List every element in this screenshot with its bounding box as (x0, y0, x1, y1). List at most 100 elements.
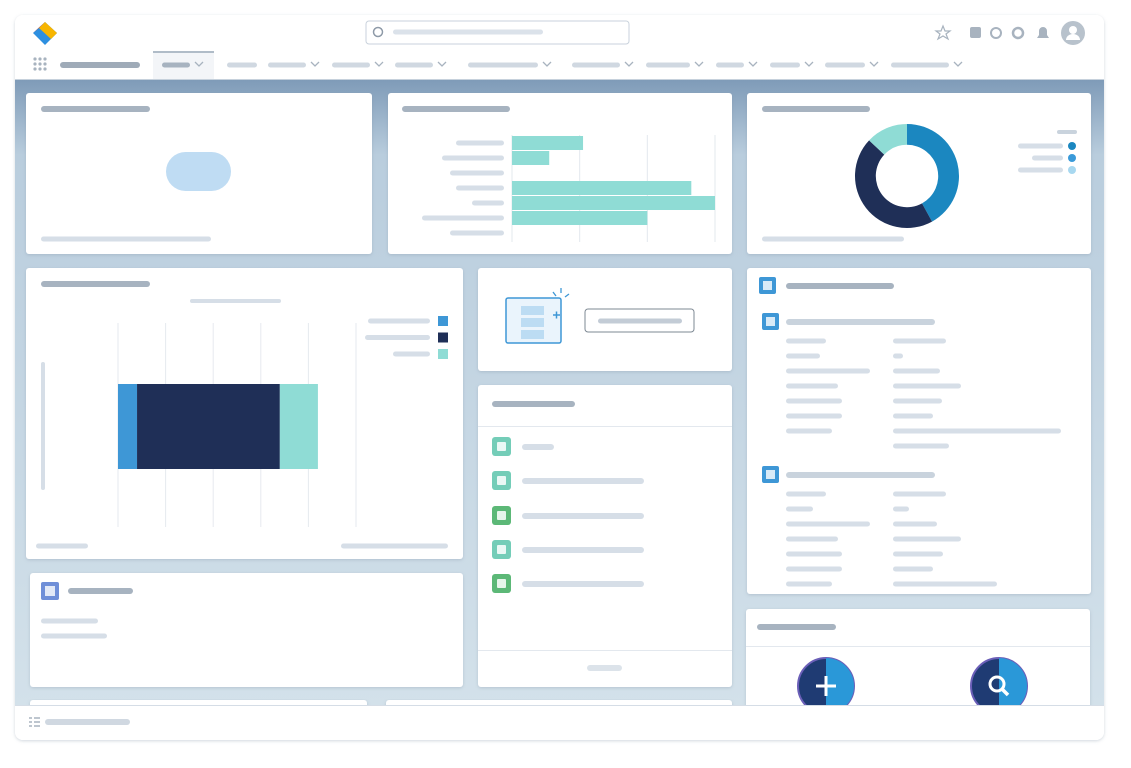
legend-dot (1068, 154, 1076, 162)
bar-segment (118, 384, 138, 469)
tab-chevron[interactable] (374, 61, 384, 67)
legend-swatch (438, 332, 448, 343)
text-placeholder (786, 506, 813, 512)
notifications-icon[interactable] (1037, 27, 1049, 38)
text-placeholder (786, 338, 826, 344)
text-placeholder (716, 62, 744, 68)
tab-chevron[interactable] (194, 61, 204, 67)
text-placeholder (646, 62, 690, 68)
text-placeholder (36, 543, 88, 549)
tab-chevron[interactable] (804, 61, 814, 67)
bar (512, 211, 648, 225)
legend-dot (1068, 142, 1076, 150)
tab-chevron[interactable] (953, 61, 963, 67)
donut-segment (907, 124, 960, 222)
text-placeholder (450, 230, 504, 236)
record-icon-glyph (497, 442, 506, 451)
text-placeholder (786, 581, 832, 587)
text-placeholder (786, 283, 894, 289)
illustration-spark (552, 288, 570, 298)
text-placeholder (522, 581, 644, 587)
text-placeholder (893, 428, 1061, 434)
text-placeholder (893, 536, 961, 542)
bar-segment (279, 384, 318, 469)
text-placeholder (786, 398, 842, 404)
record-icon-glyph (497, 476, 506, 485)
legend-dot (1068, 166, 1076, 174)
text-placeholder (587, 665, 622, 671)
record-icon-glyph (497, 545, 506, 554)
logo-part (33, 33, 45, 45)
tab-chevron[interactable] (694, 61, 704, 67)
text-placeholder (893, 491, 946, 497)
action-button-highlight (826, 658, 854, 714)
bar (512, 151, 550, 165)
text-placeholder (893, 581, 997, 587)
text-placeholder (472, 200, 504, 206)
tab-chevron[interactable] (310, 61, 320, 67)
tab-chevron[interactable] (869, 61, 879, 67)
card (478, 385, 732, 687)
text-placeholder (1018, 143, 1063, 149)
text-placeholder (227, 62, 257, 68)
app-launcher-dot (43, 57, 47, 61)
text-placeholder (786, 413, 842, 419)
text-placeholder (786, 353, 820, 359)
text-placeholder (786, 368, 870, 374)
text-placeholder (402, 106, 510, 112)
tab-chevron[interactable] (437, 61, 447, 67)
text-placeholder (893, 368, 940, 374)
bar (512, 136, 584, 150)
card (388, 93, 732, 254)
divider (478, 650, 732, 651)
text-placeholder (190, 299, 281, 303)
text-placeholder (786, 551, 842, 557)
text-placeholder (456, 140, 504, 146)
text-placeholder (786, 521, 870, 527)
favorite-icon[interactable] (934, 24, 952, 41)
text-placeholder (757, 624, 836, 630)
donut-segment (869, 124, 907, 155)
app-launcher-dot (33, 57, 37, 61)
settings-icon[interactable] (1011, 26, 1025, 40)
search-glyph-handle (1000, 687, 1010, 697)
text-placeholder (442, 155, 504, 161)
text-placeholder (786, 536, 838, 542)
utility-bar-divider (15, 705, 1104, 706)
divider (746, 646, 1090, 647)
search-glyph (988, 675, 1006, 693)
text-placeholder (393, 351, 430, 357)
card (30, 573, 463, 687)
tab-chevron[interactable] (542, 61, 552, 67)
pill-placeholder (166, 152, 231, 191)
tab-chevron[interactable] (748, 61, 758, 67)
donut-segment (854, 140, 933, 229)
text-placeholder (891, 62, 949, 68)
text-placeholder (162, 62, 190, 68)
text-placeholder (468, 62, 538, 68)
text-placeholder (522, 478, 644, 484)
text-placeholder (786, 566, 842, 572)
utility-icon[interactable] (29, 717, 40, 727)
record-icon-glyph (497, 511, 506, 520)
text-placeholder (456, 185, 504, 191)
text-placeholder (770, 62, 800, 68)
illustration-plus (553, 311, 560, 319)
utility-bar (15, 705, 1104, 740)
text-placeholder (786, 428, 832, 434)
text-placeholder (41, 281, 150, 287)
text-placeholder (341, 543, 448, 549)
logo-part (39, 22, 57, 39)
avatar-head (1069, 26, 1077, 34)
add-icon[interactable] (970, 27, 981, 38)
text-placeholder (893, 398, 942, 404)
text-placeholder (893, 383, 961, 389)
text-placeholder (450, 170, 504, 176)
avatar-body (1066, 34, 1080, 40)
tab-chevron[interactable] (624, 61, 634, 67)
text-placeholder (68, 588, 133, 594)
help-icon[interactable] (990, 27, 1002, 39)
illustration-row (521, 306, 544, 315)
